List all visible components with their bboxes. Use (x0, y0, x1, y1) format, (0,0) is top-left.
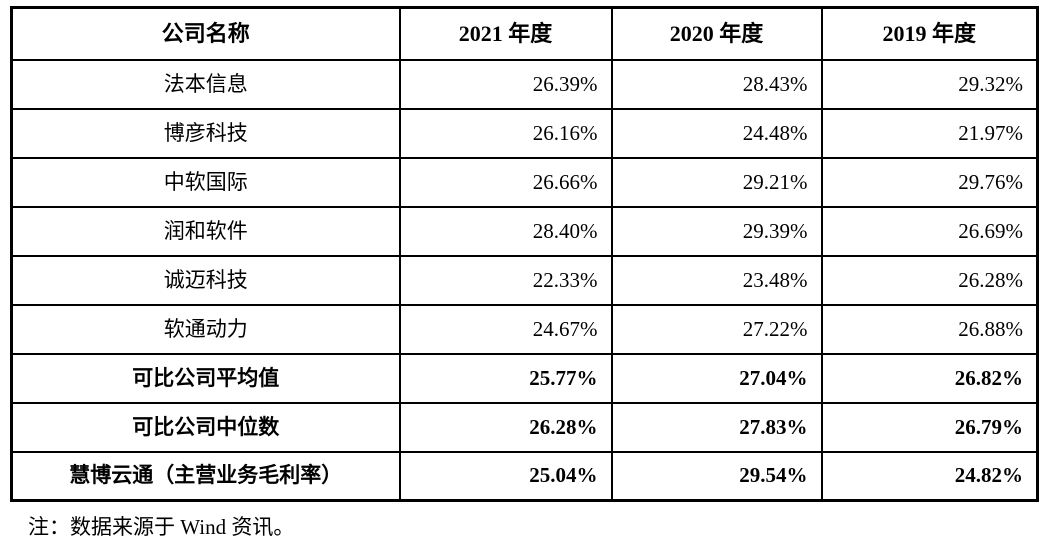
company-name-cell: 博彦科技 (10, 107, 401, 159)
value-2021-cell: 28.40% (398, 205, 613, 257)
value-2020-cell: 27.22% (610, 303, 823, 355)
value-2019-cell: 26.88% (820, 303, 1039, 355)
table-row-average: 可比公司平均值 25.77% 27.04% 26.82% (10, 352, 1039, 404)
table-row: 诚迈科技 22.33% 23.48% 26.28% (10, 254, 1039, 306)
table-row-issuer: 慧博云通（主营业务毛利率） 25.04% 29.54% 24.82% (10, 450, 1039, 502)
company-name-cell: 中软国际 (10, 156, 401, 208)
value-2019-cell: 29.32% (820, 58, 1039, 110)
company-name-cell: 可比公司中位数 (10, 401, 401, 453)
value-2021-cell: 26.39% (398, 58, 613, 110)
table-row-median: 可比公司中位数 26.28% 27.83% 26.79% (10, 401, 1039, 453)
table-note: 注：数据来源于 Wind 资讯。 (28, 515, 295, 539)
value-2021-cell: 26.16% (398, 107, 613, 159)
header-year-2019: 2019 年度 (820, 6, 1039, 61)
value-2020-cell: 29.21% (610, 156, 823, 208)
company-name-cell: 慧博云通（主营业务毛利率） (10, 450, 401, 502)
value-2021-cell: 26.66% (398, 156, 613, 208)
value-2019-cell: 26.28% (820, 254, 1039, 306)
gross-margin-comparison-table: 公司名称 2021 年度 2020 年度 2019 年度 法本信息 26.39%… (10, 6, 1039, 502)
header-company-name: 公司名称 (10, 6, 401, 61)
value-2020-cell: 29.54% (610, 450, 823, 502)
table-header-row: 公司名称 2021 年度 2020 年度 2019 年度 (10, 6, 1039, 61)
value-2019-cell: 26.79% (820, 401, 1039, 453)
value-2019-cell: 24.82% (820, 450, 1039, 502)
value-2021-cell: 22.33% (398, 254, 613, 306)
value-2020-cell: 24.48% (610, 107, 823, 159)
value-2021-cell: 25.77% (398, 352, 613, 404)
table-row: 润和软件 28.40% 29.39% 26.69% (10, 205, 1039, 257)
company-name-cell: 法本信息 (10, 58, 401, 110)
document-page: 公司名称 2021 年度 2020 年度 2019 年度 法本信息 26.39%… (0, 6, 1049, 545)
value-2020-cell: 27.83% (610, 401, 823, 453)
company-name-cell: 软通动力 (10, 303, 401, 355)
header-year-2020: 2020 年度 (610, 6, 823, 61)
value-2020-cell: 29.39% (610, 205, 823, 257)
company-name-cell: 可比公司平均值 (10, 352, 401, 404)
header-year-2021: 2021 年度 (398, 6, 613, 61)
value-2019-cell: 29.76% (820, 156, 1039, 208)
value-2020-cell: 23.48% (610, 254, 823, 306)
table-row: 法本信息 26.39% 28.43% 29.32% (10, 58, 1039, 110)
table-row: 博彦科技 26.16% 24.48% 21.97% (10, 107, 1039, 159)
value-2021-cell: 25.04% (398, 450, 613, 502)
value-2019-cell: 26.82% (820, 352, 1039, 404)
company-name-cell: 润和软件 (10, 205, 401, 257)
table-row: 中软国际 26.66% 29.21% 29.76% (10, 156, 1039, 208)
value-2019-cell: 26.69% (820, 205, 1039, 257)
value-2019-cell: 21.97% (820, 107, 1039, 159)
table-row: 软通动力 24.67% 27.22% 26.88% (10, 303, 1039, 355)
company-name-cell: 诚迈科技 (10, 254, 401, 306)
value-2021-cell: 26.28% (398, 401, 613, 453)
value-2021-cell: 24.67% (398, 303, 613, 355)
value-2020-cell: 28.43% (610, 58, 823, 110)
value-2020-cell: 27.04% (610, 352, 823, 404)
